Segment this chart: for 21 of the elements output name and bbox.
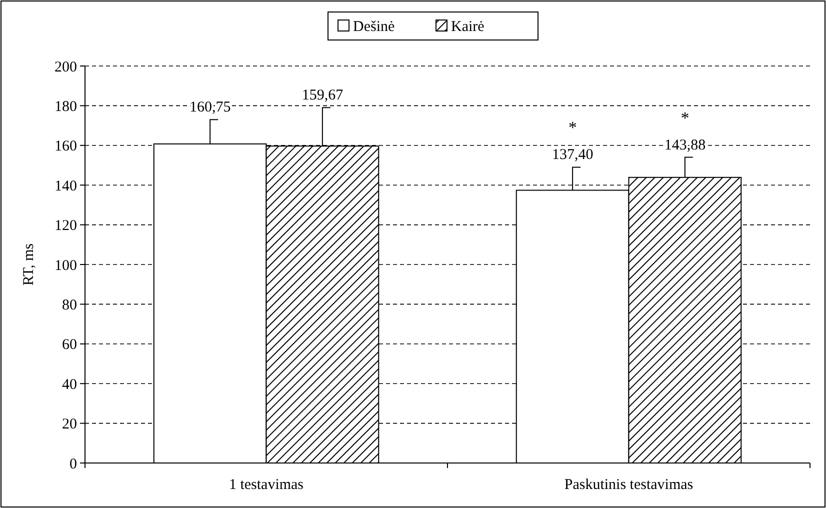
- y-tick-label: 200: [54, 59, 77, 76]
- y-tick-label: 100: [54, 258, 77, 274]
- y-tick-label: 60: [62, 337, 77, 354]
- legend-label: Kairė: [451, 19, 485, 35]
- data-label: 160,75: [189, 100, 231, 116]
- y-tick-label: 20: [62, 416, 77, 433]
- y-tick-label: 180: [54, 98, 77, 115]
- y-tick-label: 40: [62, 376, 77, 393]
- y-tick-label: 140: [54, 178, 77, 194]
- annotation: *: [568, 118, 577, 138]
- data-label: 159,67: [302, 88, 344, 104]
- legend-label: Dešinė: [353, 19, 395, 35]
- y-tick-label: 80: [62, 297, 77, 314]
- y-tick-label: 160: [54, 138, 77, 155]
- y-tick-label: 120: [54, 218, 77, 234]
- x-tick-label: 1 testavimas: [228, 477, 304, 493]
- data-label: 137,40: [552, 147, 594, 164]
- x-tick-label: Paskutinis testavimas: [564, 477, 694, 493]
- y-axis-title: RT, ms: [21, 243, 37, 286]
- annotation: *: [680, 108, 690, 128]
- y-tick-label: 0: [70, 456, 77, 472]
